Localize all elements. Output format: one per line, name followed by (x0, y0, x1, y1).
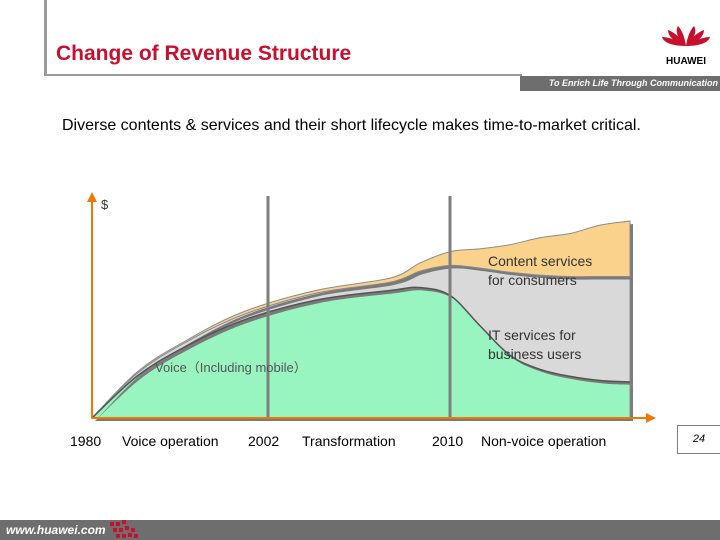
label-it-line2: business users (488, 346, 581, 362)
y-axis-label: $ (101, 197, 109, 212)
intro-text: Diverse contents & services and their sh… (62, 117, 641, 134)
title-underline (44, 74, 522, 76)
y-axis-arrow (87, 192, 97, 202)
huawei-logo-text: HUAWEI (666, 56, 706, 67)
footer-url: www.huawei.com (6, 523, 106, 537)
huawei-logo-petals (662, 26, 710, 46)
footer-bar (0, 520, 720, 540)
page-number: 24 (692, 433, 706, 445)
voice-area-outline (91, 286, 631, 419)
phase-transformation: Transformation (302, 433, 396, 449)
x-tick-1980: 1980 (70, 433, 101, 449)
x-tick-2002: 2002 (248, 433, 279, 449)
label-content-line1: Content services (488, 253, 592, 269)
area-series-2 (91, 220, 631, 419)
footer-dots-decoration (110, 520, 138, 538)
label-voice: Voice（Including mobile） (155, 360, 307, 375)
phase-non-voice-operation: Non-voice operation (481, 433, 606, 449)
label-it-line1: IT services for (488, 327, 576, 343)
phase-voice-operation: Voice operation (122, 433, 219, 449)
slogan-text: To Enrich Life Through Communication (548, 78, 718, 88)
label-content-line2: for consumers (488, 272, 577, 288)
page-title: Change of Revenue Structure (56, 42, 352, 65)
header-left-rule (44, 0, 47, 75)
page-number-box: 24 (677, 425, 720, 454)
x-tick-2010: 2010 (432, 433, 463, 449)
slogan-bar (520, 76, 720, 91)
chart-areas (90, 220, 633, 421)
x-axis-arrow (646, 413, 656, 423)
huawei-logo: HUAWEI (662, 26, 710, 67)
